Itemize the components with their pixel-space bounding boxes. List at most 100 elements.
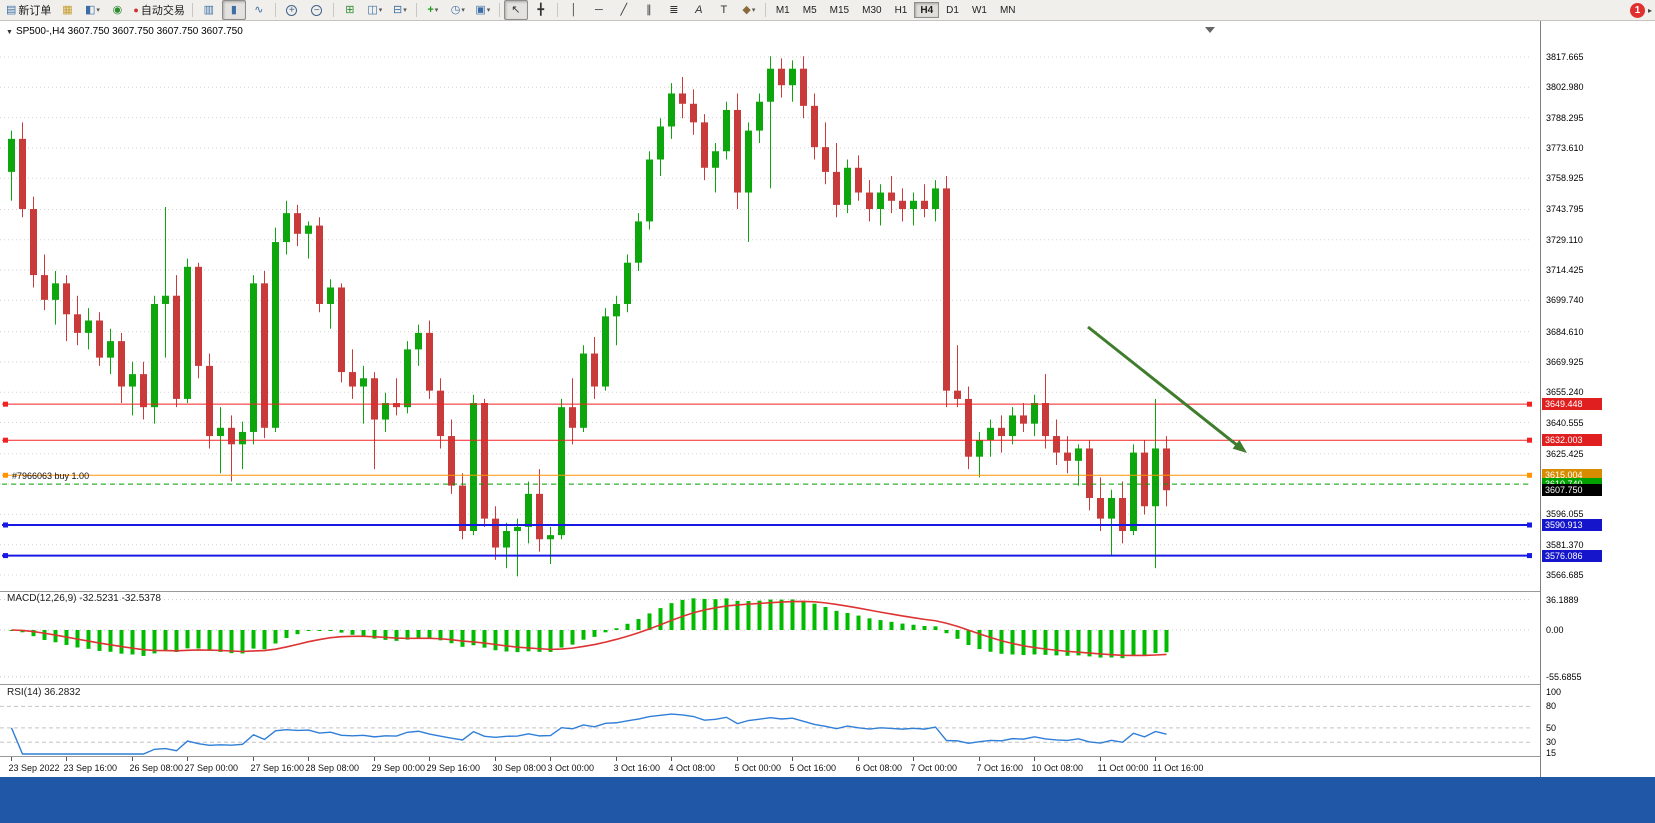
tf-h4-button[interactable]: H4: [914, 2, 940, 18]
order-line-label[interactable]: #7966063 buy 1.00: [12, 471, 90, 482]
cascade-windows-button[interactable]: ◫ ▾: [363, 0, 387, 20]
time-axis-label: 23 Sep 16:00: [64, 763, 118, 773]
tf-m5-button[interactable]: M5: [802, 5, 817, 16]
price-marker-box: 3632.003: [1542, 434, 1602, 447]
navigator-button[interactable]: ◉: [105, 0, 129, 20]
channel-tool-button[interactable]: ∥: [637, 0, 661, 20]
price-scale[interactable]: 3817.665 3802.980 3788.295 3773.610 3758.925…: [1540, 21, 1655, 777]
templates-button[interactable]: ▣ ▾: [471, 0, 495, 20]
label-tool-button[interactable]: T: [712, 0, 736, 20]
add-indicator-button[interactable]: + ▾: [421, 0, 445, 20]
toolbar-overflow-icon[interactable]: ▸: [1647, 5, 1652, 15]
time-axis-label: 23 Sep 2022: [9, 763, 60, 773]
chart-title-text: SP500-,H4 3607.750 3607.750 3607.750 360…: [15, 26, 243, 37]
vertical-line-icon: │: [570, 3, 578, 16]
new-order-icon: ▤: [6, 3, 17, 16]
market-watch-icon: ◧: [84, 3, 96, 16]
zoom-in-icon: +: [286, 4, 298, 16]
bar-chart-icon: ▥: [203, 3, 215, 16]
price-marker-box: 3576.086: [1542, 549, 1602, 562]
chart-title: ▼ SP500-,H4 3607.750 3607.750 3607.750 36…: [6, 26, 243, 37]
autotrade-status-icon: ●: [133, 4, 139, 15]
time-axis-label: 10 Oct 08:00: [1032, 763, 1084, 773]
price-tick: 3596.055: [1546, 509, 1584, 520]
fibonacci-icon: ≣: [669, 3, 679, 16]
rsi-scale-tick: 30: [1546, 737, 1557, 748]
toolbar-separator: [274, 3, 276, 17]
time-axis-label: 5 Oct 16:00: [790, 763, 837, 773]
line-chart-button[interactable]: ∿: [247, 0, 271, 20]
rsi-scale-tick: 100: [1546, 687, 1562, 697]
tf-m1-button[interactable]: M1: [775, 5, 790, 16]
candlestick-button[interactable]: ▮: [221, 0, 246, 20]
tf-m30-button[interactable]: M30: [862, 5, 882, 16]
horizontal-line-tool-button[interactable]: ─: [587, 0, 611, 20]
market-watch-button[interactable]: ◧ ▾: [80, 0, 104, 20]
price-tick: 3625.425: [1546, 448, 1584, 459]
time-axis-label: 3 Oct 16:00: [614, 763, 661, 773]
text-tool-button[interactable]: A: [687, 0, 711, 20]
price-tick: 3729.110: [1546, 234, 1583, 245]
autotrading-button[interactable]: ● 自动交易: [130, 0, 187, 20]
fibonacci-tool-button[interactable]: ≣: [662, 0, 686, 20]
toolbar-separator: [191, 3, 193, 17]
bar-chart-button[interactable]: ▥: [197, 0, 221, 20]
price-tick: 3714.425: [1546, 265, 1584, 276]
caret-down-icon: ▾: [751, 7, 756, 14]
zoom-out-icon: −: [311, 4, 323, 16]
rsi-scale-tick: 80: [1546, 701, 1557, 712]
time-axis-label: 7 Oct 16:00: [977, 763, 1024, 773]
price-tick: 3699.740: [1546, 295, 1584, 306]
new-order-button[interactable]: ▤ 新订单: [3, 0, 54, 20]
price-tick: 3655.240: [1546, 387, 1584, 398]
tile-windows-button[interactable]: ⊞: [338, 0, 362, 20]
price-tick: 3669.925: [1546, 356, 1584, 367]
shapes-tool-button[interactable]: ◆ ▾: [737, 0, 761, 20]
profiles-button[interactable]: ▦: [55, 0, 79, 20]
price-tick: 3743.795: [1546, 204, 1584, 215]
tf-m15-button[interactable]: M15: [829, 5, 850, 16]
zoom-in-button[interactable]: +: [280, 0, 304, 20]
tf-mn-button[interactable]: MN: [999, 5, 1016, 16]
cursor-tool-button[interactable]: ↖: [503, 0, 528, 20]
caret-down-icon: ▾: [461, 7, 465, 14]
shapes-icon: ◆: [742, 3, 751, 16]
tf-d1-button[interactable]: D1: [946, 5, 959, 16]
tf-h1-button[interactable]: H1: [894, 5, 908, 16]
price-tick: 3788.295: [1546, 112, 1584, 123]
cursor-icon: ↖: [511, 3, 521, 16]
price-tick: 3758.925: [1546, 173, 1584, 184]
template-icon: ▣: [475, 3, 486, 16]
price-tick: 3581.370: [1546, 539, 1584, 550]
arrange-windows-button[interactable]: ⊟ ▾: [388, 0, 412, 20]
trendline-tool-button[interactable]: ╱: [612, 0, 636, 20]
time-axis-label: 3 Oct 00:00: [548, 763, 595, 773]
toolbar-separator: [764, 3, 766, 17]
rsi-header: RSI(14) 36.2832: [7, 687, 81, 698]
macd-header: MACD(12,26,9) -32.5231 -32.5378: [7, 593, 161, 604]
trendline-icon: ╱: [620, 3, 628, 16]
chart-canvas[interactable]: 23 Sep 2022 23 Sep 16:00 26 Sep 08:00 27 Se…: [0, 21, 1540, 777]
periods-button[interactable]: ◷ ▾: [446, 0, 470, 20]
caret-down-icon: ▾: [434, 7, 439, 14]
toolbar-separator: [415, 3, 417, 17]
price-marker-box: 3649.448: [1542, 398, 1602, 411]
price-tick: 3817.665: [1546, 52, 1584, 62]
vertical-line-tool-button[interactable]: │: [562, 0, 586, 20]
toolbar-separator: [332, 3, 334, 17]
price-tick: 3802.980: [1546, 82, 1584, 93]
price-tick: 3684.610: [1546, 326, 1584, 337]
profiles-icon: ▦: [62, 3, 73, 16]
notification-badge[interactable]: 1: [1629, 2, 1645, 18]
crosshair-tool-button[interactable]: ╋: [529, 0, 553, 20]
time-axis-label: 26 Sep 08:00: [130, 763, 184, 773]
tf-w1-button[interactable]: W1: [971, 5, 987, 16]
price-tick: 3773.610: [1546, 142, 1584, 153]
line-chart-icon: ∿: [254, 3, 264, 16]
tile-windows-icon: ⊞: [345, 3, 355, 16]
zoom-out-button[interactable]: −: [305, 0, 329, 20]
collapse-icon[interactable]: ▼: [6, 29, 13, 36]
price-marker-box: 3607.750: [1542, 484, 1602, 497]
time-axis-label: 27 Sep 16:00: [251, 763, 305, 773]
price-tick: 3640.555: [1546, 417, 1584, 428]
